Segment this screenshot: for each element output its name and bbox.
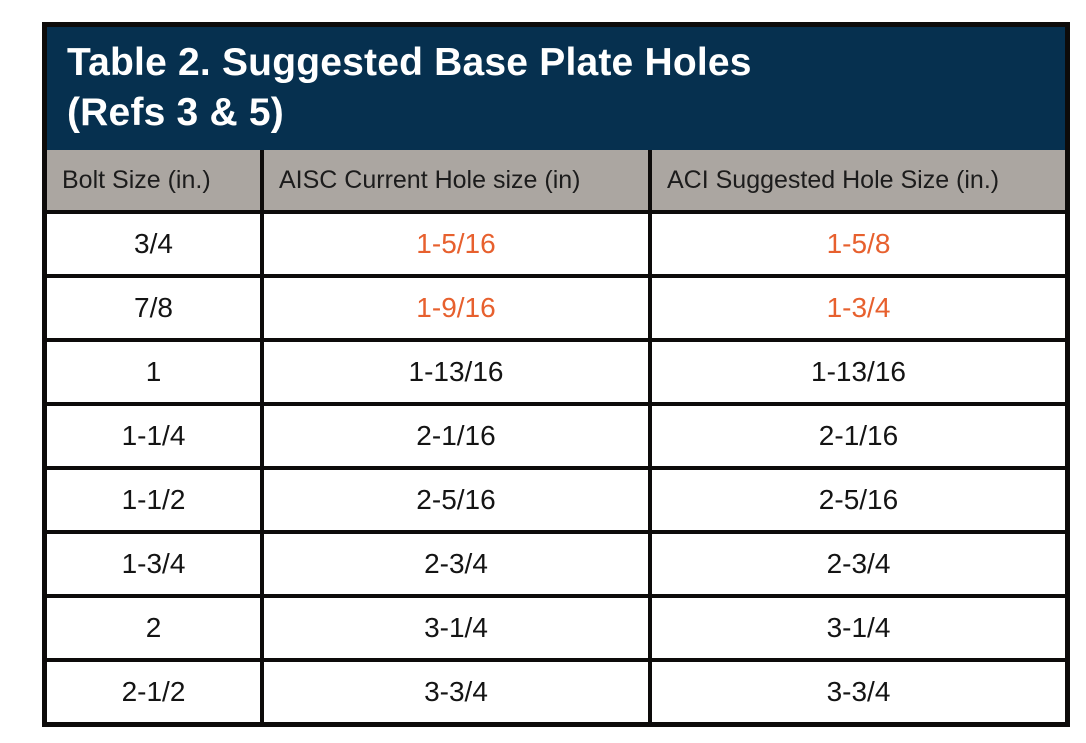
aisc-hole-cell: 2-5/16 [260, 466, 652, 534]
bolt-size-cell: 3/4 [47, 210, 264, 278]
aisc-hole-cell: 1-9/16 [260, 274, 652, 342]
aisc-hole-cell: 2-3/4 [260, 530, 652, 598]
table-row: 1-1/2 2-5/16 2-5/16 [47, 466, 1065, 534]
table-body: 3/4 1-5/16 1-5/8 7/8 1-9/16 1-3/4 1 1-13/16 1-13… [47, 210, 1065, 722]
col-header-bolt-size: Bolt Size (in.) [47, 150, 264, 214]
table-row: 1-3/4 2-3/4 2-3/4 [47, 530, 1065, 598]
aisc-hole-cell: 2-1/16 [260, 402, 652, 470]
table-row: 7/8 1-9/16 1-3/4 [47, 274, 1065, 342]
bolt-size-cell: 1-1/4 [47, 402, 264, 470]
table-row: 3/4 1-5/16 1-5/8 [47, 210, 1065, 278]
base-plate-holes-table: Table 2. Suggested Base Plate Holes (Ref… [42, 22, 1070, 727]
table-row: 1 1-13/16 1-13/16 [47, 338, 1065, 406]
bolt-size-cell: 2 [47, 594, 264, 662]
aisc-hole-cell: 1-13/16 [260, 338, 652, 406]
bolt-size-cell: 7/8 [47, 274, 264, 342]
aci-hole-cell: 1-13/16 [648, 338, 1065, 406]
bolt-size-cell: 1-3/4 [47, 530, 264, 598]
data-table: Bolt Size (in.) AISC Current Hole size (… [47, 150, 1065, 722]
table-row: 2-1/2 3-3/4 3-3/4 [47, 658, 1065, 722]
header-row: Bolt Size (in.) AISC Current Hole size (… [47, 150, 1065, 214]
bolt-size-cell: 2-1/2 [47, 658, 264, 722]
aisc-hole-cell: 3-3/4 [260, 658, 652, 722]
table-title: Table 2. Suggested Base Plate Holes (Ref… [47, 27, 1065, 150]
col-header-aci-hole-size: ACI Suggested Hole Size (in.) [648, 150, 1065, 214]
aci-hole-cell: 3-1/4 [648, 594, 1065, 662]
aci-hole-cell: 3-3/4 [648, 658, 1065, 722]
aci-hole-cell: 2-5/16 [648, 466, 1065, 534]
aci-hole-cell: 1-3/4 [648, 274, 1065, 342]
table-title-line2: (Refs 3 & 5) [67, 91, 284, 134]
table-title-line1: Table 2. Suggested Base Plate Holes [67, 41, 752, 84]
aisc-hole-cell: 3-1/4 [260, 594, 652, 662]
table-row: 2 3-1/4 3-1/4 [47, 594, 1065, 662]
bolt-size-cell: 1-1/2 [47, 466, 264, 534]
aisc-hole-cell: 1-5/16 [260, 210, 652, 278]
aci-hole-cell: 1-5/8 [648, 210, 1065, 278]
aci-hole-cell: 2-1/16 [648, 402, 1065, 470]
aci-hole-cell: 2-3/4 [648, 530, 1065, 598]
bolt-size-cell: 1 [47, 338, 264, 406]
table-header: Bolt Size (in.) AISC Current Hole size (… [47, 150, 1065, 214]
col-header-aisc-hole-size: AISC Current Hole size (in) [260, 150, 652, 214]
table-row: 1-1/4 2-1/16 2-1/16 [47, 402, 1065, 470]
